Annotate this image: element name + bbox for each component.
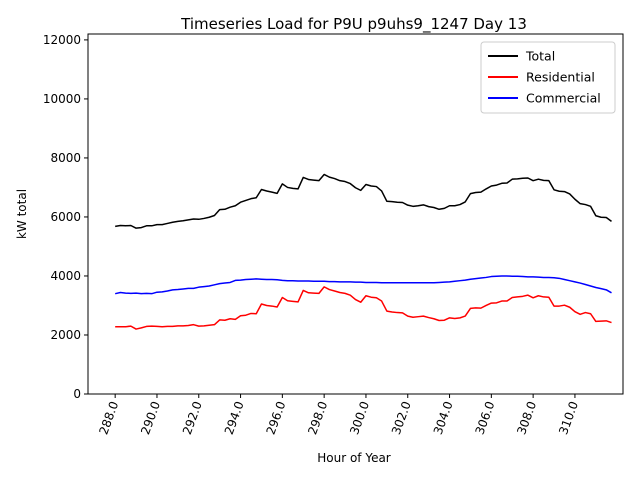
legend-label-residential: Residential <box>526 70 595 85</box>
series-line-commercial <box>115 275 612 295</box>
legend-label-commercial: Commercial <box>526 91 601 106</box>
y-tick-label: 10000 <box>43 92 81 106</box>
y-axis-label: kW total <box>15 189 29 239</box>
y-tick-label: 12000 <box>43 33 81 47</box>
chart-title: Timeseries Load for P9U p9uhs9_1247 Day … <box>180 15 527 34</box>
legend-box <box>480 41 616 114</box>
axes-frame <box>87 33 624 395</box>
y-tick-label: 6000 <box>50 210 81 224</box>
series-layer <box>115 173 612 330</box>
legend-label-total: Total <box>525 49 555 64</box>
y-axis: 0 2000 4000 6000 8000 10000 12000 <box>43 33 88 401</box>
y-tick-label: 0 <box>73 387 81 401</box>
legend: Total Residential Commercial <box>480 41 616 114</box>
y-tick-label: 2000 <box>50 328 81 342</box>
series-line-residential <box>115 286 612 330</box>
y-tick-label: 8000 <box>50 151 81 165</box>
x-axis-label: Hour of Year <box>317 451 391 465</box>
series-line-total <box>115 173 612 229</box>
y-tick-label: 4000 <box>50 269 81 283</box>
